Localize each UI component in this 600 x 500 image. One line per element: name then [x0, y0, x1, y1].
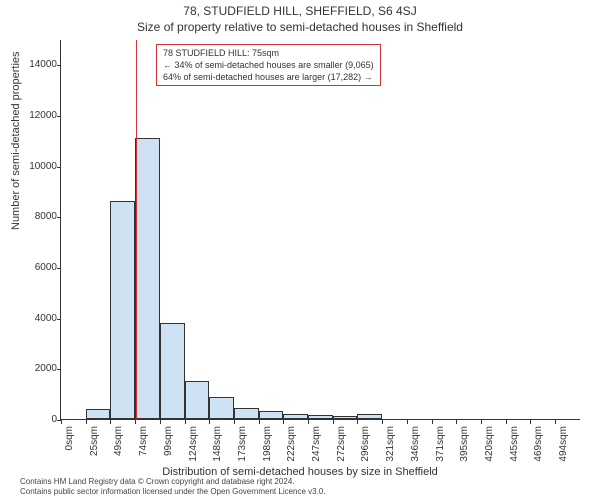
x-tick-mark: [160, 420, 161, 424]
bars-layer: [61, 39, 581, 419]
y-tick-mark: [57, 217, 61, 218]
x-tick-mark: [432, 420, 433, 424]
plot-area: 78 STUDFIELD HILL: 75sqm ← 34% of semi-d…: [60, 40, 580, 420]
y-tick-label: 12000: [17, 111, 57, 121]
footer-attribution: Contains HM Land Registry data © Crown c…: [20, 477, 326, 497]
x-tick-mark: [481, 420, 482, 424]
page-supertitle: 78, STUDFIELD HILL, SHEFFIELD, S6 4SJ: [0, 4, 600, 18]
x-tick-mark: [333, 420, 334, 424]
y-tick-mark: [57, 116, 61, 117]
x-tick-mark: [185, 420, 186, 424]
chart-title: Size of property relative to semi-detach…: [0, 20, 600, 34]
y-tick-mark: [57, 65, 61, 66]
y-axis-label: Number of semi-detached properties: [10, 51, 22, 230]
histogram-bar: [135, 138, 160, 419]
footer-line-1: Contains HM Land Registry data © Crown c…: [20, 477, 326, 487]
x-tick-mark: [382, 420, 383, 424]
y-tick-mark: [57, 319, 61, 320]
x-tick-mark: [61, 420, 62, 424]
x-tick-mark: [357, 420, 358, 424]
footer-line-2: Contains public sector information licen…: [20, 487, 326, 497]
y-tick-mark: [57, 369, 61, 370]
annotation-box: 78 STUDFIELD HILL: 75sqm ← 34% of semi-d…: [156, 44, 381, 86]
histogram-bar: [259, 411, 283, 419]
histogram-bar: [308, 415, 333, 419]
y-tick-mark: [57, 167, 61, 168]
chart-container: 78, STUDFIELD HILL, SHEFFIELD, S6 4SJ Si…: [0, 0, 600, 500]
x-tick-mark: [308, 420, 309, 424]
x-tick-mark: [234, 420, 235, 424]
x-tick-mark: [407, 420, 408, 424]
x-tick-mark: [209, 420, 210, 424]
annotation-line-3: 64% of semi-detached houses are larger (…: [163, 71, 374, 83]
y-tick-label: 14000: [17, 60, 57, 70]
chart-area: 78 STUDFIELD HILL: 75sqm ← 34% of semi-d…: [60, 40, 580, 420]
histogram-bar: [160, 323, 185, 419]
y-tick-label: 4000: [17, 314, 57, 324]
x-tick-mark: [110, 420, 111, 424]
x-tick-mark: [555, 420, 556, 424]
x-tick-mark: [135, 420, 136, 424]
histogram-bar: [185, 381, 209, 419]
x-tick-mark: [530, 420, 531, 424]
annotation-line-1: 78 STUDFIELD HILL: 75sqm: [163, 47, 374, 59]
histogram-bar: [333, 416, 357, 419]
y-tick-label: 8000: [17, 212, 57, 222]
y-tick-label: 0: [17, 415, 57, 425]
x-tick-mark: [283, 420, 284, 424]
y-tick-mark: [57, 268, 61, 269]
reference-line: [136, 40, 137, 419]
histogram-bar: [357, 414, 382, 419]
histogram-bar: [110, 201, 135, 419]
histogram-bar: [283, 414, 308, 419]
y-tick-label: 10000: [17, 162, 57, 172]
histogram-bar: [234, 408, 259, 419]
x-tick-mark: [456, 420, 457, 424]
x-tick-mark: [506, 420, 507, 424]
x-tick-mark: [259, 420, 260, 424]
x-tick-mark: [86, 420, 87, 424]
annotation-line-2: ← 34% of semi-detached houses are smalle…: [163, 59, 374, 71]
y-tick-label: 2000: [17, 364, 57, 374]
y-tick-label: 6000: [17, 263, 57, 273]
histogram-bar: [86, 409, 110, 419]
histogram-bar: [209, 397, 234, 419]
